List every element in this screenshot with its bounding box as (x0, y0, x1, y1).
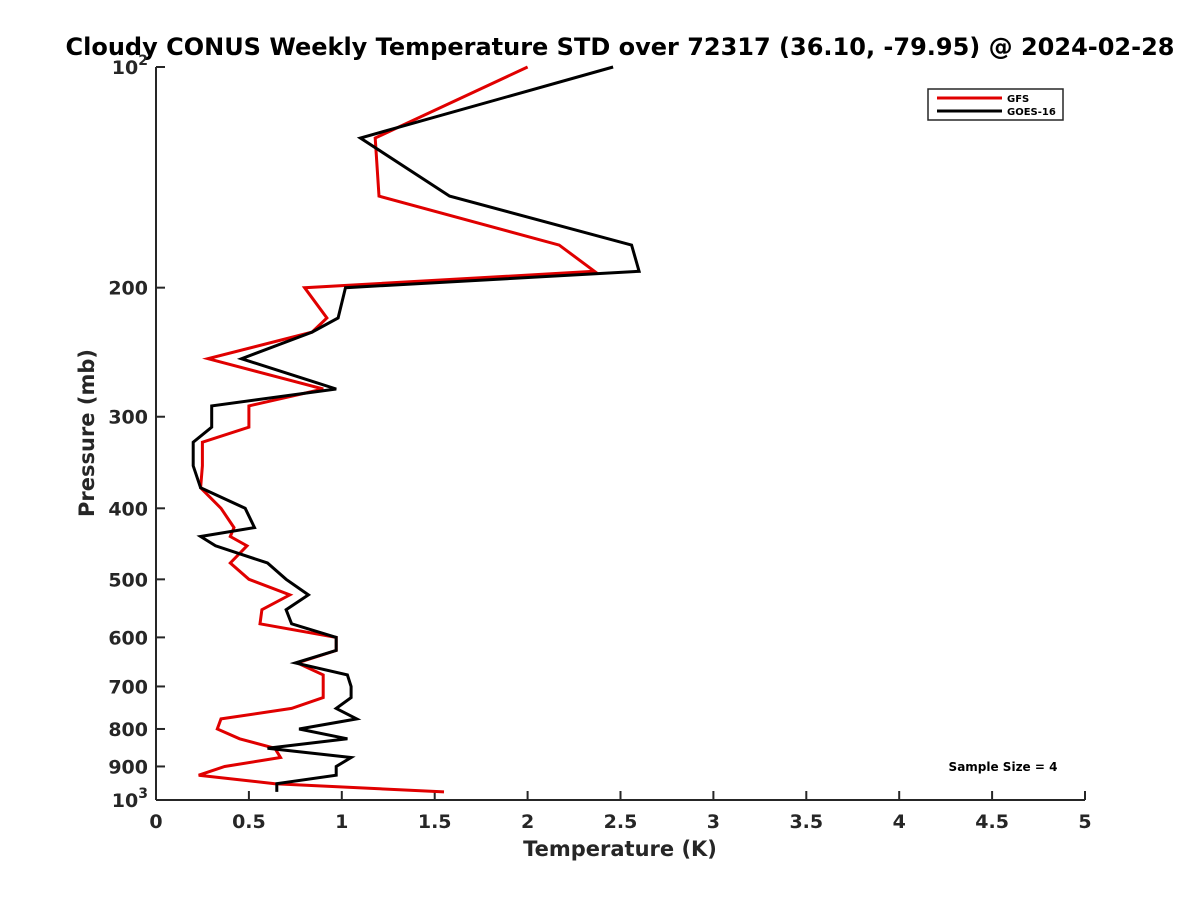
series-line-goes-16 (191, 65, 642, 792)
axes: 0 0.5 1 1.5 2 2.5 3 3.5 4 4.5 5 102 200 300 400 500 600 7… (108, 53, 1091, 833)
x-tick-label: 1.5 (418, 811, 452, 833)
y-tick-label: 102 (112, 53, 148, 79)
x-tick-label: 2 (521, 811, 534, 833)
x-tick-label: 5 (1078, 811, 1091, 833)
legend-box (927, 88, 1064, 121)
legend-label-gfs: GFS (1007, 94, 1029, 105)
y-tick-label: 103 (112, 786, 148, 812)
y-tick-label: 300 (108, 407, 148, 429)
series-line-gfs (198, 65, 599, 794)
y-axis-label: Pressure (mb) (75, 349, 99, 517)
x-tick-label: 3.5 (789, 811, 823, 833)
x-tick-label: 4 (893, 811, 906, 833)
x-axis-label: Temperature (K) (523, 837, 717, 861)
y-tick-label: 700 (108, 676, 148, 698)
y-tick-label: 500 (108, 569, 148, 591)
y-tick-label: 200 (108, 278, 148, 300)
x-tick-label: 0 (149, 811, 162, 833)
y-tick-label: 400 (108, 498, 148, 520)
legend-label-goes-16: GOES-16 (1007, 107, 1056, 118)
x-tick-label: 2.5 (604, 811, 638, 833)
series-lines (191, 65, 642, 794)
y-tick-label: 800 (108, 719, 148, 741)
x-tick-label: 4.5 (975, 811, 1009, 833)
y-tick-label: 900 (108, 756, 148, 778)
chart-title: Cloudy CONUS Weekly Temperature STD over… (66, 33, 1175, 61)
x-tick-label: 0.5 (232, 811, 266, 833)
x-tick-label: 3 (707, 811, 720, 833)
x-tick-label: 1 (335, 811, 348, 833)
y-tick-label: 600 (108, 627, 148, 649)
legend: GFS GOES-16 (927, 88, 1064, 121)
sample-size-annotation: Sample Size = 4 (949, 760, 1058, 774)
